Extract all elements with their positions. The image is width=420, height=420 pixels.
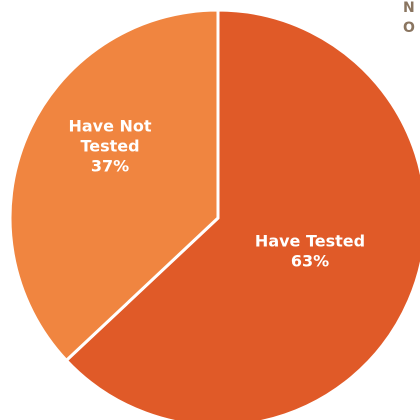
slice-name-label-0: Have Tested [255,232,365,251]
corner-text-line-0: N [403,0,415,16]
corner-text: NO [403,0,415,36]
slice-name-label-1: Have Not [68,117,151,136]
slice-value-label-1: 37% [91,157,129,176]
pie-slices [8,8,420,420]
pie-slice-0 [64,8,420,420]
slice-name-label-1: Tested [80,137,139,156]
pie-slice-1 [8,8,220,362]
corner-text-line-1: O [403,20,415,36]
slice-value-label-0: 63% [291,252,329,271]
